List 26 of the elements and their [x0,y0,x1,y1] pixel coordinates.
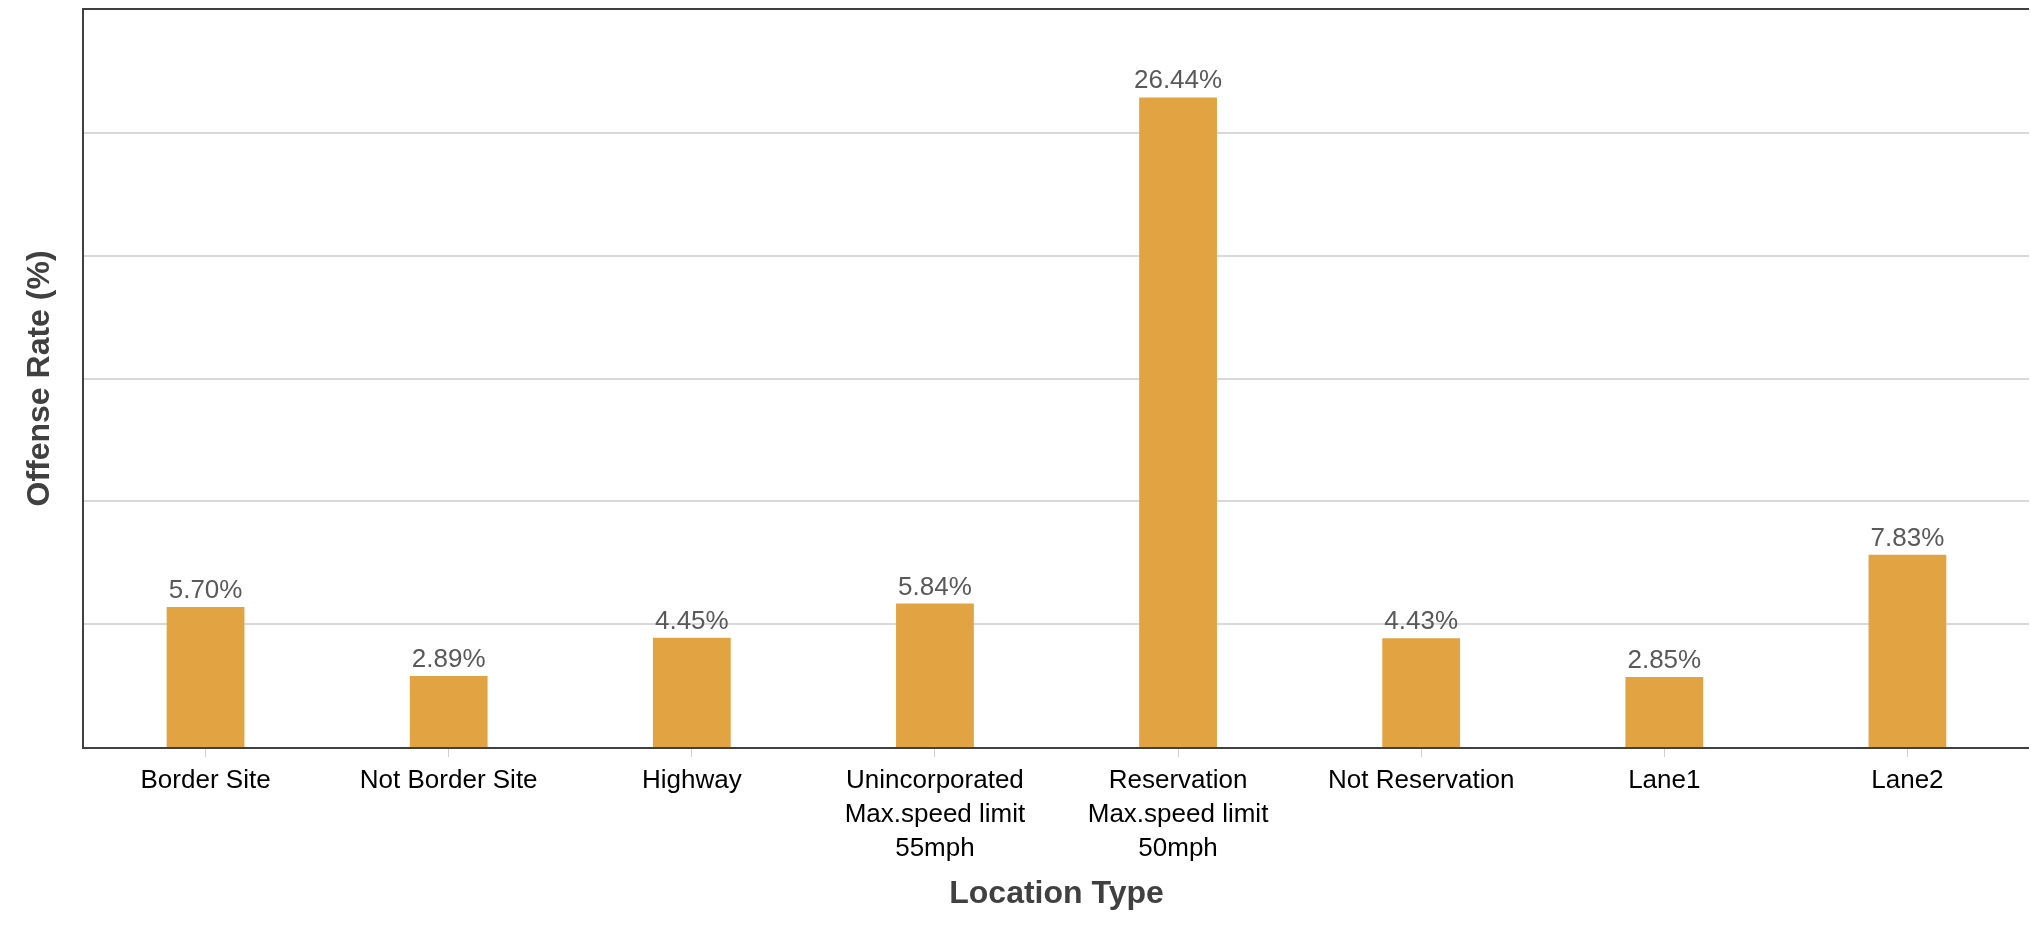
x-tick-label: Reservation Max.speed limit 50mph [1087,764,1270,862]
bar [1868,554,1947,747]
bar [166,606,245,747]
bar [1382,638,1461,747]
x-tick-label: Not Reservation [1327,764,1515,795]
bar [652,637,731,747]
bar [1139,97,1217,747]
data-label: 5.70% [168,573,243,604]
bar [409,676,488,747]
bar [896,603,974,747]
x-tick-label: Border Site [140,764,271,795]
x-tick-label: Not Border Site [359,764,538,795]
y-axis-title: Offense Rate (%) [20,250,57,507]
x-tick-label: Lane1 [1628,764,1701,795]
data-label: 4.43% [1384,605,1459,636]
x-tick-label: Lane2 [1871,764,1944,795]
bar [1625,676,1704,747]
data-label: 4.45% [654,604,729,635]
data-label: 2.89% [411,643,486,673]
x-axis-title: Location Type [949,874,1164,911]
data-label: 2.85% [1627,643,1702,674]
data-label: 5.84% [898,570,972,601]
x-tick-label: Unincorporated Max.speed limit 55mph [844,764,1027,862]
x-tick-label: Highway [641,764,742,795]
data-label: 7.83% [1870,521,1945,552]
data-label: 26.44% [1133,64,1223,95]
